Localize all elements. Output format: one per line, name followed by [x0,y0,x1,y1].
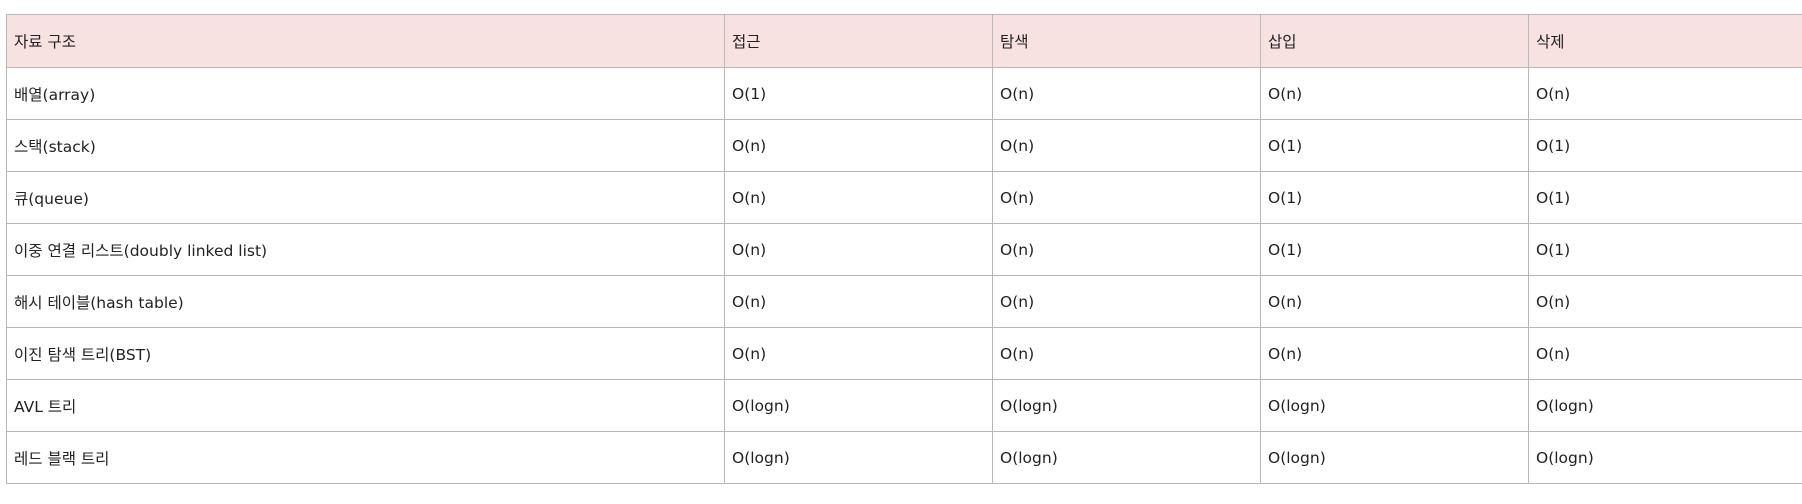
cell-access: O(n) [724,275,993,328]
cell-search: O(n) [992,223,1261,276]
cell-structure-name: 배열(array) [6,67,725,120]
header-data-structure: 자료 구조 [6,14,725,68]
cell-delete: O(logn) [1528,431,1802,484]
cell-delete: O(1) [1528,119,1802,172]
cell-structure-name: 스택(stack) [6,119,725,172]
cell-search: O(n) [992,327,1261,380]
header-access: 접근 [724,14,993,68]
cell-insert: O(1) [1260,171,1529,224]
cell-search: O(n) [992,119,1261,172]
cell-structure-name: 이중 연결 리스트(doubly linked list) [6,223,725,276]
header-delete: 삭제 [1528,14,1802,68]
cell-access: O(1) [724,67,993,120]
cell-delete: O(n) [1528,67,1802,120]
cell-search: O(n) [992,275,1261,328]
header-search: 탐색 [992,14,1261,68]
table-row: 레드 블랙 트리 O(logn) O(logn) O(logn) O(logn) [6,431,1802,484]
cell-insert: O(logn) [1260,431,1529,484]
cell-structure-name: AVL 트리 [6,379,725,432]
cell-search: O(n) [992,67,1261,120]
cell-insert: O(n) [1260,327,1529,380]
cell-search: O(logn) [992,431,1261,484]
cell-structure-name: 큐(queue) [6,171,725,224]
table-row: 이진 탐색 트리(BST) O(n) O(n) O(n) O(n) [6,327,1802,380]
cell-insert: O(n) [1260,67,1529,120]
cell-access: O(logn) [724,431,993,484]
cell-insert: O(n) [1260,275,1529,328]
table-row: 스택(stack) O(n) O(n) O(1) O(1) [6,119,1802,172]
cell-access: O(n) [724,223,993,276]
cell-delete: O(1) [1528,223,1802,276]
cell-structure-name: 해시 테이블(hash table) [6,275,725,328]
cell-delete: O(1) [1528,171,1802,224]
complexity-table: 자료 구조 접근 탐색 삽입 삭제 배열(array) O(1) O(n) O(… [6,14,1802,484]
table-header-row: 자료 구조 접근 탐색 삽입 삭제 [6,14,1802,68]
table-row: 큐(queue) O(n) O(n) O(1) O(1) [6,171,1802,224]
cell-insert: O(1) [1260,223,1529,276]
table-row: 해시 테이블(hash table) O(n) O(n) O(n) O(n) [6,275,1802,328]
table-row: AVL 트리 O(logn) O(logn) O(logn) O(logn) [6,379,1802,432]
cell-search: O(n) [992,171,1261,224]
cell-search: O(logn) [992,379,1261,432]
cell-delete: O(n) [1528,327,1802,380]
cell-access: O(n) [724,119,993,172]
table-row: 이중 연결 리스트(doubly linked list) O(n) O(n) … [6,223,1802,276]
cell-insert: O(logn) [1260,379,1529,432]
cell-structure-name: 레드 블랙 트리 [6,431,725,484]
cell-delete: O(logn) [1528,379,1802,432]
cell-structure-name: 이진 탐색 트리(BST) [6,327,725,380]
table-row: 배열(array) O(1) O(n) O(n) O(n) [6,67,1802,120]
cell-delete: O(n) [1528,275,1802,328]
header-insert: 삽입 [1260,14,1529,68]
cell-access: O(logn) [724,379,993,432]
cell-insert: O(1) [1260,119,1529,172]
cell-access: O(n) [724,171,993,224]
cell-access: O(n) [724,327,993,380]
